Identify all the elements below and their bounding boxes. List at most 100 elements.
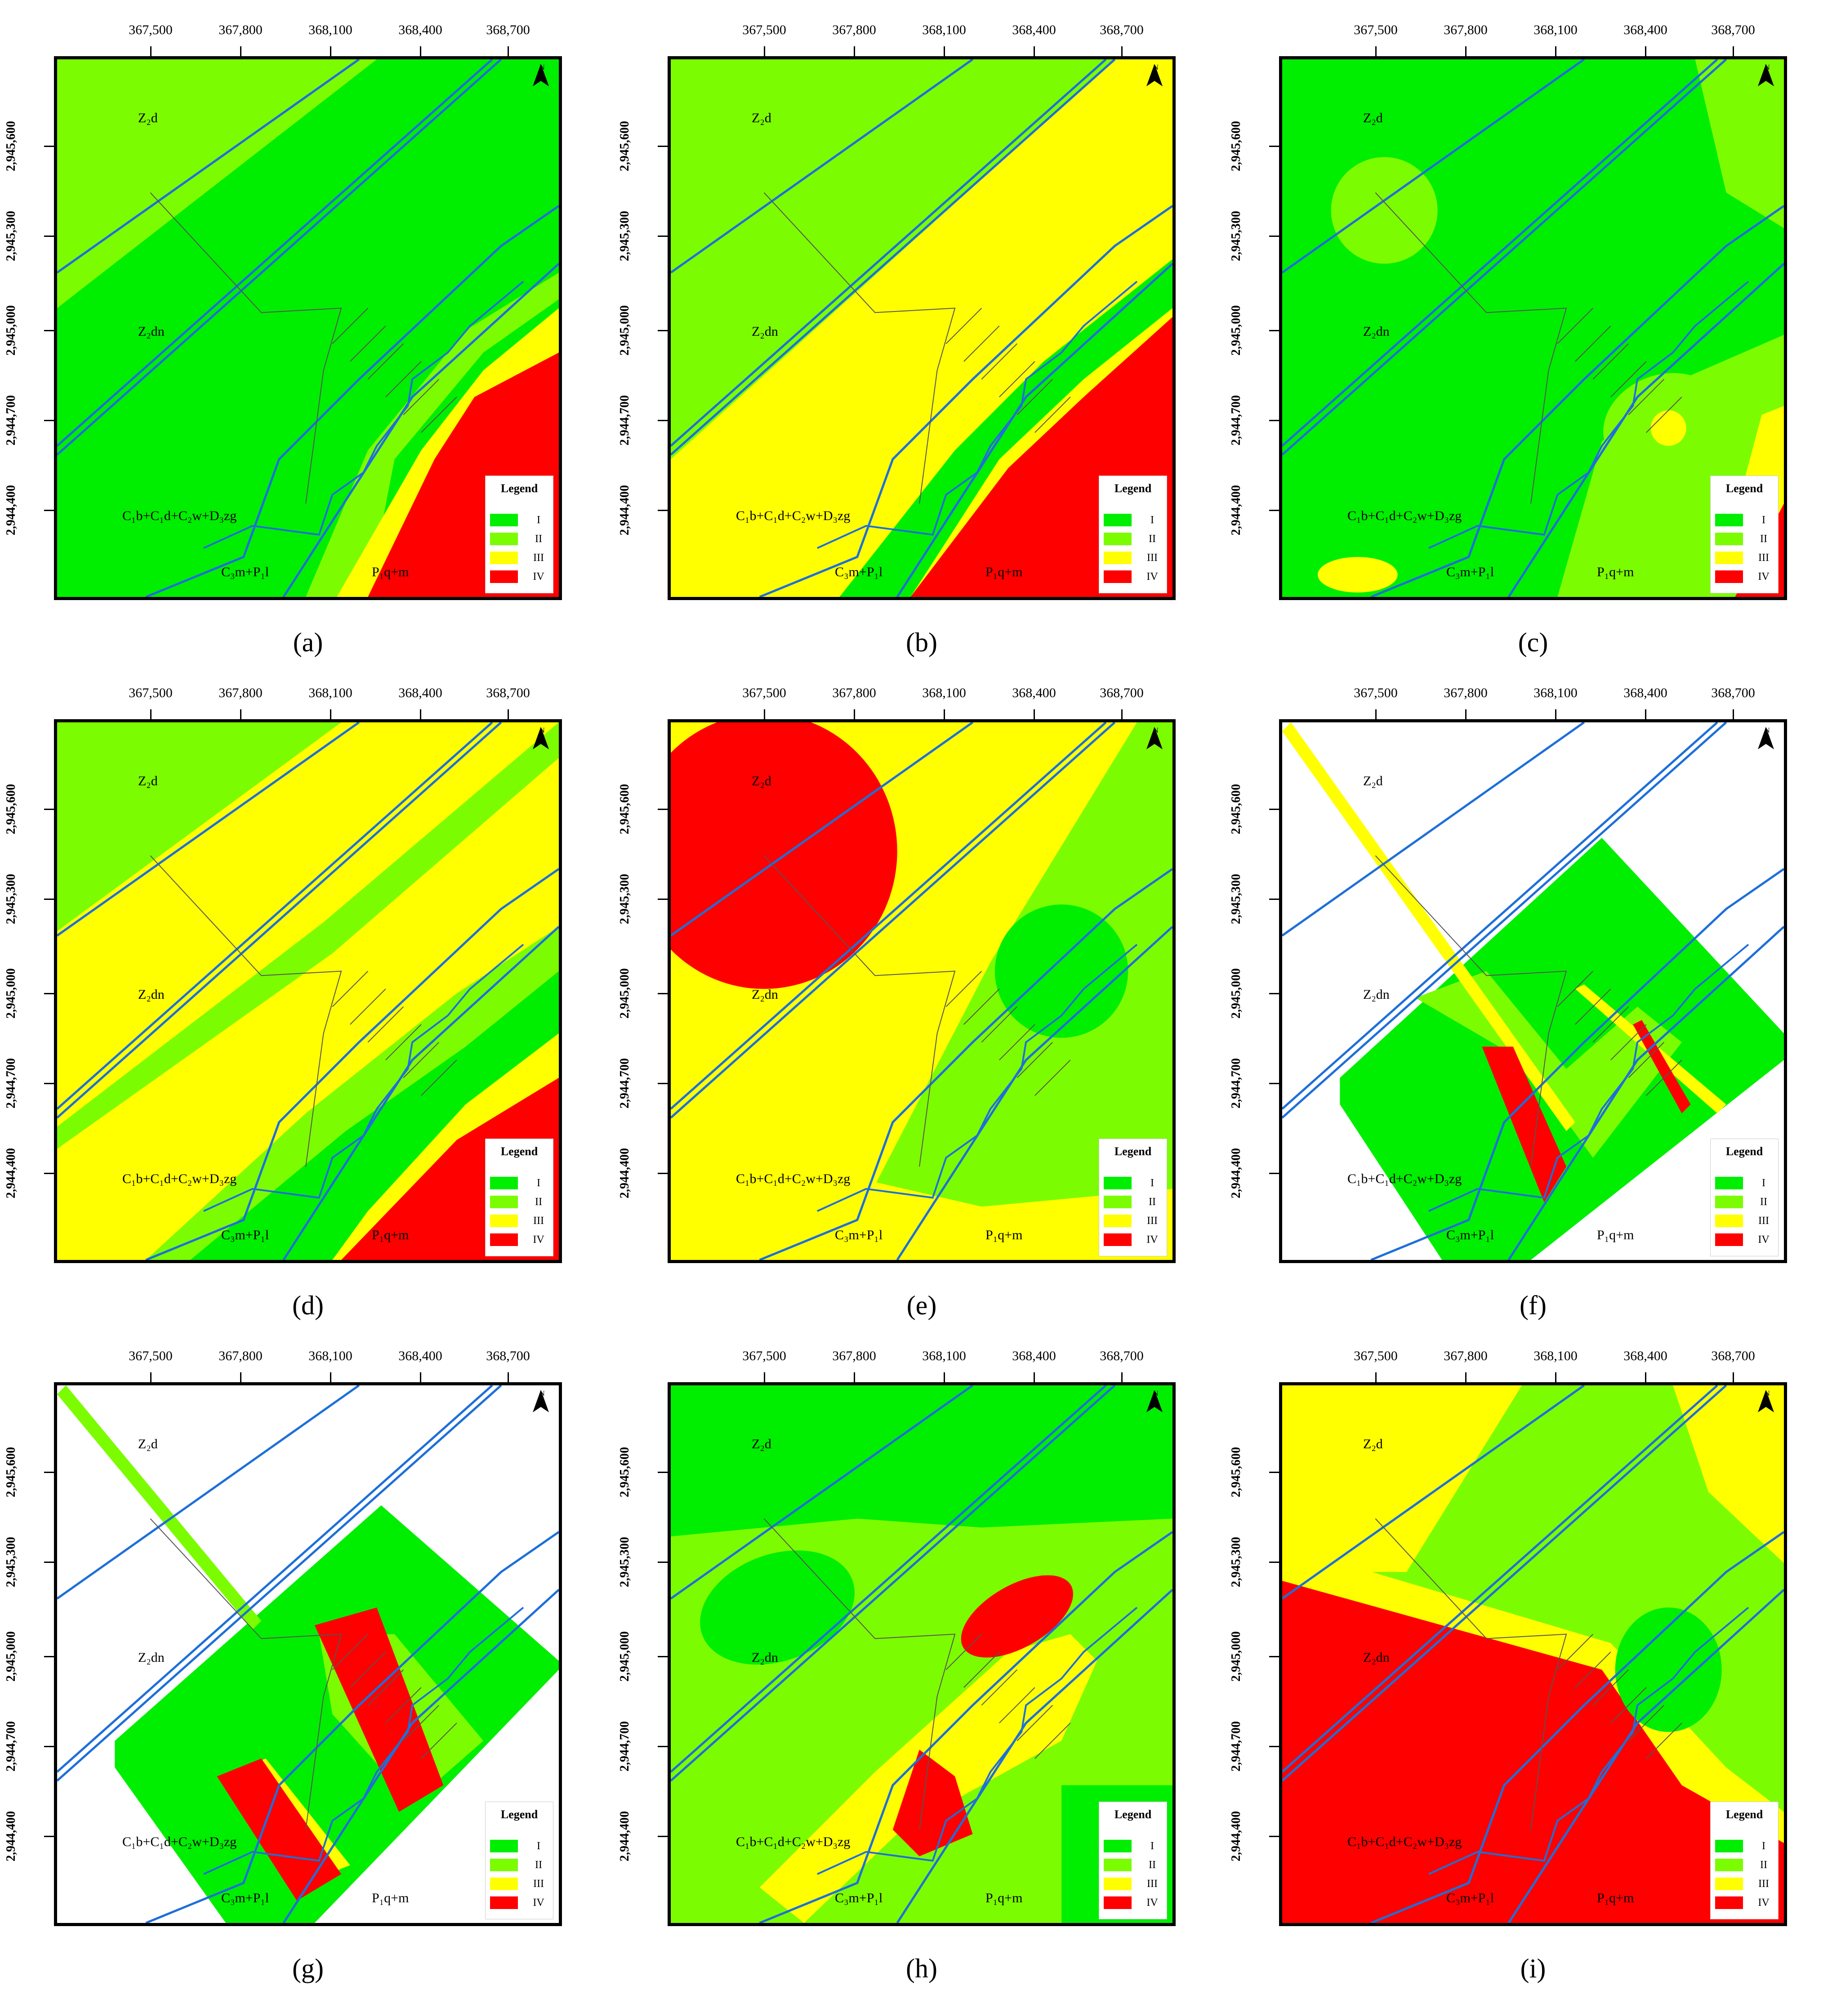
boundary-line bbox=[817, 943, 1138, 1212]
section-line bbox=[999, 1024, 1035, 1060]
zoning-map-svg bbox=[57, 722, 559, 1260]
x-tick-mark bbox=[944, 46, 945, 56]
geologic-unit-label: C₃m+P₁l bbox=[1446, 1891, 1494, 1905]
section-line bbox=[999, 1687, 1035, 1723]
x-tick-label: 368,100 bbox=[308, 685, 352, 700]
zone-II-strip bbox=[57, 1385, 262, 1630]
contour-line bbox=[150, 1518, 342, 1830]
x-tick-mark bbox=[854, 709, 855, 719]
geologic-unit-label: Z₂dn bbox=[752, 324, 778, 339]
x-tick-label: 368,100 bbox=[922, 1348, 966, 1363]
section-line bbox=[963, 325, 1000, 362]
y-tick-mark bbox=[658, 993, 668, 994]
y-tick-mark bbox=[44, 420, 54, 421]
legend-item: III bbox=[490, 1876, 549, 1892]
section-line bbox=[945, 307, 982, 344]
fault-line bbox=[57, 722, 360, 937]
legend-item: I bbox=[490, 1838, 549, 1854]
map-panel-5: Z₂d Z₂dn C₁b+C₁d+C₂w+D₃zg C₃m+P₁l P₁q+m N Lege… bbox=[618, 686, 1176, 1326]
x-tick-label: 368,400 bbox=[398, 685, 442, 700]
legend-item: IV bbox=[1104, 569, 1163, 585]
map-legend: Legend I II III IV bbox=[1710, 476, 1779, 593]
legend-item: III bbox=[1104, 1213, 1163, 1229]
fault-line bbox=[57, 1385, 360, 1600]
y-tick-mark bbox=[44, 1746, 54, 1747]
y-tick-label: 2,945,300 bbox=[4, 874, 18, 924]
legend-label: III bbox=[533, 1878, 544, 1890]
legend-item: II bbox=[1104, 1194, 1163, 1210]
zone-polygon bbox=[892, 1749, 973, 1856]
geologic-unit-label: P₁q+m bbox=[372, 1891, 409, 1905]
x-tick-mark bbox=[240, 46, 241, 56]
y-tick-mark bbox=[1269, 1472, 1279, 1473]
section-line bbox=[981, 1006, 1018, 1043]
geologic-unit-label: Z₂d bbox=[138, 1437, 158, 1451]
x-tick-mark bbox=[1645, 709, 1646, 719]
geologic-unit-label: Z₂d bbox=[1363, 111, 1383, 125]
y-tick-mark bbox=[658, 1836, 668, 1837]
fault-line bbox=[1282, 59, 1727, 456]
x-tick-mark bbox=[1375, 46, 1377, 56]
y-tick-mark bbox=[44, 809, 54, 810]
contour-line bbox=[763, 192, 956, 504]
fault-line bbox=[57, 722, 493, 1110]
legend-label: IV bbox=[533, 1234, 544, 1246]
legend-item: II bbox=[1715, 1194, 1774, 1210]
geologic-unit-label: C₃m+P₁l bbox=[835, 1891, 883, 1905]
y-tick-label: 2,945,000 bbox=[1229, 305, 1243, 356]
zoning-map-svg bbox=[671, 59, 1172, 597]
legend-label: II bbox=[535, 1859, 542, 1871]
y-tick-label: 2,945,000 bbox=[4, 968, 18, 1019]
y-tick-mark bbox=[44, 899, 54, 900]
y-tick-label: 2,945,600 bbox=[618, 1447, 632, 1497]
legend-swatch bbox=[1104, 552, 1132, 564]
geologic-unit-label: P₁q+m bbox=[985, 1228, 1023, 1242]
y-tick-mark bbox=[1269, 1656, 1279, 1657]
y-tick-label: 2,945,000 bbox=[618, 305, 632, 356]
x-tick-label: 368,400 bbox=[1623, 1348, 1667, 1363]
y-tick-mark bbox=[44, 1173, 54, 1174]
legend-item: II bbox=[1104, 531, 1163, 547]
x-tick-mark bbox=[1645, 46, 1646, 56]
section-line bbox=[1610, 1024, 1647, 1060]
legend-item: II bbox=[1715, 1857, 1774, 1873]
legend-label: III bbox=[1758, 1878, 1769, 1890]
y-tick-mark bbox=[658, 330, 668, 331]
section-line bbox=[367, 343, 404, 380]
legend-swatch bbox=[1715, 1233, 1743, 1246]
zone-polygon bbox=[1282, 1385, 1522, 1572]
fault-line bbox=[1282, 722, 1585, 937]
x-tick-mark bbox=[1121, 1372, 1123, 1382]
y-tick-label: 2,944,400 bbox=[4, 1811, 18, 1861]
y-tick-mark bbox=[44, 330, 54, 331]
legend-swatch bbox=[1104, 533, 1132, 545]
y-tick-mark bbox=[1269, 146, 1279, 147]
x-tick-mark bbox=[1733, 709, 1734, 719]
x-tick-label: 368,700 bbox=[486, 22, 530, 37]
x-tick-mark bbox=[1555, 46, 1556, 56]
legend-label: II bbox=[1149, 533, 1156, 545]
legend-title: Legend bbox=[1114, 1808, 1152, 1821]
zone-patch bbox=[1318, 557, 1398, 593]
fault-line bbox=[671, 1385, 1116, 1782]
y-tick-label: 2,945,300 bbox=[618, 1537, 632, 1587]
geologic-unit-label: P₁q+m bbox=[1597, 1228, 1634, 1242]
section-line bbox=[1016, 1704, 1053, 1741]
zone-polygon bbox=[314, 1607, 444, 1812]
y-tick-mark bbox=[44, 510, 54, 511]
y-tick-mark bbox=[1269, 236, 1279, 237]
x-tick-label: 368,400 bbox=[1012, 685, 1056, 700]
map-frame: Z₂d Z₂dn C₁b+C₁d+C₂w+D₃zg C₃m+P₁l P₁q+m N Lege… bbox=[668, 56, 1176, 600]
x-tick-mark bbox=[330, 709, 331, 719]
map-legend: Legend I II III IV bbox=[1710, 1139, 1779, 1256]
section-line bbox=[332, 970, 369, 1007]
x-tick-mark bbox=[150, 1372, 152, 1382]
legend-item: II bbox=[490, 1857, 549, 1873]
x-tick-mark bbox=[1034, 1372, 1035, 1382]
geologic-unit-label: Z₂dn bbox=[1363, 987, 1390, 1002]
y-tick-label: 2,944,700 bbox=[4, 1721, 18, 1771]
north-arrow: N bbox=[1145, 727, 1167, 758]
legend-swatch bbox=[1104, 1233, 1132, 1246]
y-tick-mark bbox=[658, 146, 668, 147]
map-frame: Z₂d Z₂dn C₁b+C₁d+C₂w+D₃zg C₃m+P₁l P₁q+m N Lege… bbox=[668, 719, 1176, 1263]
